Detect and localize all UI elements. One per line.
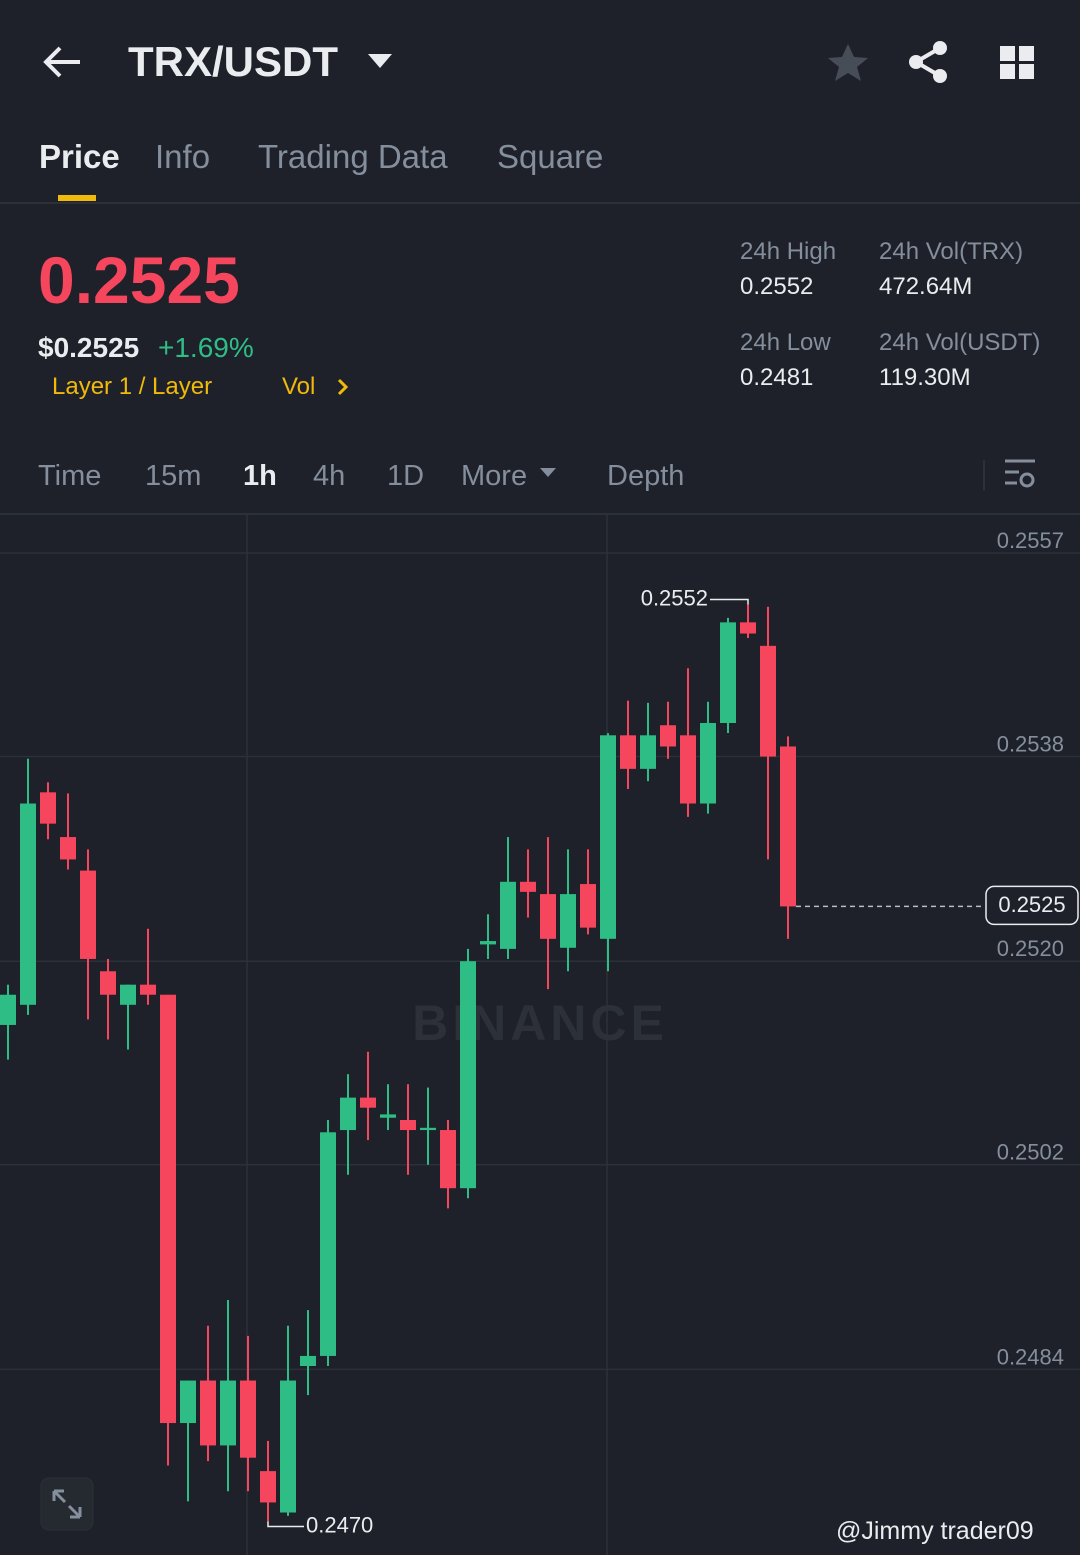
stat-label: 24h Vol(USDT)	[879, 329, 1041, 356]
stat-value: 0.2481	[740, 364, 814, 391]
candle-body	[120, 984, 136, 1005]
credit: @Jimmy trader09	[836, 1517, 1034, 1546]
y-tick-label: 0.2520	[997, 936, 1064, 961]
candle-body	[260, 1471, 276, 1503]
candle-body	[700, 723, 716, 804]
chart-settings[interactable]	[1003, 458, 1037, 490]
candle-body	[320, 1132, 336, 1356]
candle-body	[600, 735, 616, 939]
credit-text: @Jimmy trader09	[836, 1517, 1034, 1545]
candle-body	[640, 735, 656, 769]
candle-body	[680, 735, 696, 804]
interval[interactable]: 1h	[243, 460, 277, 492]
min-leader	[267, 1521, 304, 1528]
candle-body	[100, 971, 116, 995]
stat-value: 472.64M	[879, 273, 973, 300]
tag[interactable]: Layer 1 / Layer	[52, 373, 213, 400]
interval[interactable]: 1D	[387, 460, 425, 492]
stat-label: 24h Vol(TRX)	[879, 238, 1024, 265]
candle-body	[40, 792, 56, 824]
divider	[0, 513, 1080, 515]
y-tick-label: 0.2557	[997, 528, 1064, 553]
last-price: 0.2525	[38, 243, 240, 317]
candle-body	[220, 1380, 236, 1446]
candle-body	[740, 622, 756, 634]
y-tick-label: 0.2484	[997, 1344, 1064, 1369]
interval[interactable]: Depth	[607, 460, 685, 492]
separator	[983, 460, 985, 490]
candle-body	[380, 1114, 396, 1118]
candle-body	[580, 884, 596, 928]
tab[interactable]: Trading Data	[258, 138, 448, 175]
candle-body	[340, 1097, 356, 1131]
more-caret	[540, 468, 556, 477]
interval[interactable]: More	[461, 460, 528, 492]
max-leader	[710, 598, 749, 605]
stat-label: 24h High	[740, 238, 837, 265]
price-change: +1.69%	[158, 332, 254, 363]
interval[interactable]: 15m	[145, 460, 202, 492]
watermark: BINANCE	[412, 995, 668, 1051]
candle-body	[460, 961, 476, 1189]
min-label: 0.2470	[306, 1512, 373, 1537]
pair-title[interactable]: TRX/USDT	[128, 38, 338, 85]
share-icon[interactable]	[906, 40, 950, 84]
divider	[0, 202, 1080, 204]
candle-body	[180, 1380, 196, 1424]
favorite-icon[interactable]	[826, 42, 870, 84]
candle-body	[300, 1355, 316, 1367]
candle-body	[60, 837, 76, 860]
candlestick-chart: BINANCE 0.2557 0.2538 0.2520 0.2502 0.2484 0.…	[0, 515, 1080, 1555]
candle-body	[520, 881, 536, 892]
candle-body	[200, 1380, 216, 1446]
candle-body	[360, 1097, 376, 1108]
candle-body	[400, 1119, 416, 1131]
candle-body	[440, 1130, 456, 1189]
candle-body	[660, 725, 676, 747]
tab[interactable]: Square	[497, 138, 604, 175]
pair-dropdown[interactable]	[366, 52, 394, 72]
chevron	[337, 378, 349, 396]
stat-value: 0.2552	[740, 273, 814, 300]
candle-body	[540, 894, 556, 939]
tab[interactable]: Info	[155, 138, 211, 175]
candle-body	[80, 870, 96, 959]
candle-body	[500, 881, 516, 949]
max-label: 0.2552	[641, 585, 708, 610]
current-price-label: 0.2525	[998, 892, 1065, 917]
stat-value: 119.30M	[879, 364, 971, 391]
interval[interactable]: 4h	[313, 460, 346, 492]
candle-body	[160, 994, 176, 1424]
layout-icon[interactable]	[998, 44, 1036, 80]
y-tick-label: 0.2538	[997, 732, 1064, 757]
tab-indicator	[58, 195, 96, 201]
candle-body	[720, 622, 736, 723]
candle-body	[480, 941, 496, 945]
candle-body	[620, 735, 636, 769]
candle-body	[760, 645, 776, 757]
vol-link[interactable]: Vol	[282, 373, 316, 400]
y-tick-label: 0.2502	[997, 1140, 1064, 1165]
usd-price: $0.2525	[38, 332, 140, 363]
candle-body	[140, 984, 156, 995]
candle-body	[280, 1380, 296, 1513]
candle-body	[0, 994, 16, 1025]
stat-label: 24h Low	[740, 329, 831, 356]
fullscreen-button[interactable]	[40, 1477, 94, 1531]
candle-body	[240, 1380, 256, 1458]
tab[interactable]: Price	[39, 138, 120, 175]
interval[interactable]: Time	[38, 460, 102, 492]
candle-body	[780, 746, 796, 907]
candle-body	[560, 894, 576, 948]
candle-body	[420, 1127, 436, 1131]
back-icon[interactable]	[40, 42, 84, 82]
candle-body	[20, 803, 36, 1005]
current-price-box	[985, 885, 1079, 926]
